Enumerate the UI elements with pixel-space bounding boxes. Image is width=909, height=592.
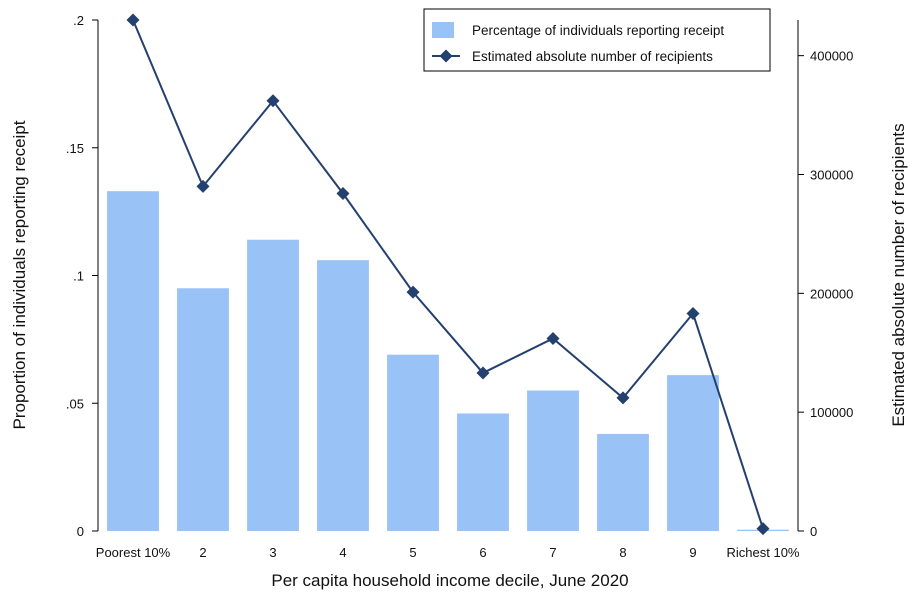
recipients-point-9 — [686, 307, 700, 321]
x-tick-label-7: 7 — [549, 545, 556, 560]
x-tick-label-10: Richest 10% — [727, 545, 800, 560]
y-tick-label-right-0: 0 — [810, 524, 817, 539]
y-axis-title-left: Proportion of individuals reporting rece… — [10, 120, 29, 429]
axes: 0 .05 .1 .15 .2 0 100000 200000 300000 400000 Poor… — [66, 13, 853, 560]
y-axis-title-right: Estimated absolute number of recipients — [889, 123, 908, 426]
y-tick-label-right-4: 400000 — [810, 49, 853, 64]
x-tick-label-3: 3 — [269, 545, 276, 560]
legend-line-label: Estimated absolute number of recipients — [472, 49, 713, 64]
y-tick-label-right-2: 200000 — [810, 286, 853, 301]
y-tick-label-left-2: .1 — [73, 269, 84, 284]
x-tick-label-5: 5 — [409, 545, 416, 560]
y-tick-label-left-3: .15 — [66, 141, 84, 156]
recipients-line — [132, 19, 764, 529]
x-axis-title: Per capita household income decile, June… — [271, 571, 628, 590]
y-tick-label-right-3: 300000 — [810, 167, 853, 182]
bars — [107, 191, 789, 532]
legend: Percentage of individuals reporting rece… — [423, 8, 771, 72]
recipients-line-layer — [126, 13, 770, 536]
bar-4 — [317, 260, 369, 531]
y-tick-label-right-1: 100000 — [810, 405, 853, 420]
x-tick-label-4: 4 — [339, 545, 346, 560]
x-tick-label-8: 8 — [619, 545, 626, 560]
recipients-point-6 — [476, 366, 490, 380]
x-tick-label-1: Poorest 10% — [96, 545, 171, 560]
x-tick-label-2: 2 — [199, 545, 206, 560]
bar-2 — [177, 288, 229, 531]
recipients-point-4 — [336, 187, 350, 201]
bar-9 — [667, 375, 719, 531]
bar-8 — [597, 433, 649, 531]
recipients-point-8 — [616, 391, 630, 405]
bar-7 — [527, 390, 579, 531]
recipients-point-3 — [266, 94, 280, 108]
legend-bar-label: Percentage of individuals reporting rece… — [472, 23, 724, 38]
legend-bar-swatch — [432, 22, 454, 38]
bar-1 — [107, 191, 159, 531]
bar-6 — [457, 413, 509, 531]
recipients-point-1 — [126, 13, 140, 27]
y-tick-label-left-1: .05 — [66, 396, 84, 411]
recipients-point-10 — [756, 522, 770, 536]
bar-3 — [247, 239, 299, 532]
x-tick-label-9: 9 — [689, 545, 696, 560]
legend-marker-swatch — [439, 49, 453, 63]
legend-box — [423, 8, 771, 72]
recipients-point-5 — [406, 285, 420, 299]
y-tick-label-left-0: 0 — [77, 524, 84, 539]
recipients-point-2 — [196, 179, 210, 193]
recipients-point-7 — [546, 331, 560, 345]
bar-5 — [387, 354, 439, 531]
x-tick-label-6: 6 — [479, 545, 486, 560]
y-tick-label-left-4: .2 — [73, 13, 84, 28]
